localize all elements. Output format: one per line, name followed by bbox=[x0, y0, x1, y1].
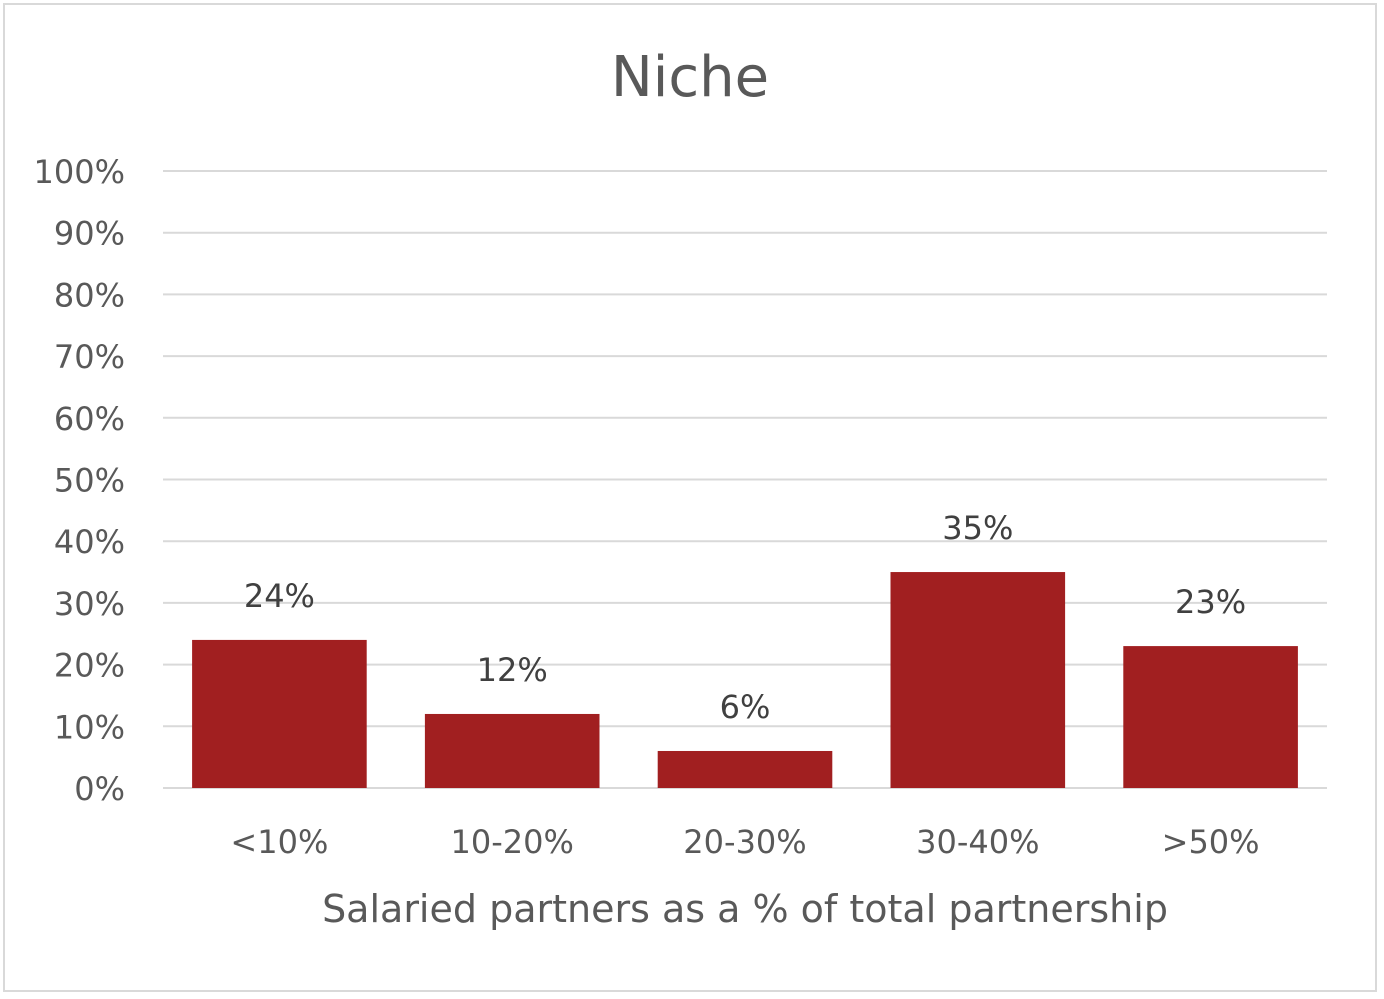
x-tick-label: >50% bbox=[1162, 823, 1260, 861]
bar bbox=[890, 572, 1066, 788]
chart-title: Niche bbox=[611, 45, 769, 110]
y-tick-label: 50% bbox=[54, 462, 125, 500]
y-tick-label: 30% bbox=[54, 585, 125, 623]
chart-frame bbox=[3, 3, 1377, 992]
bar bbox=[1123, 646, 1298, 788]
x-tick-label: 10-20% bbox=[451, 823, 574, 861]
y-tick-label: 0% bbox=[74, 770, 125, 808]
data-label: 24% bbox=[244, 577, 315, 615]
y-tick-label: 80% bbox=[54, 276, 125, 314]
data-labels: 24% 12% 6% 35% 23% bbox=[244, 509, 1246, 726]
y-tick-label: 90% bbox=[54, 215, 125, 253]
bar bbox=[192, 639, 367, 788]
x-axis-title: Salaried partners as a % of total partne… bbox=[322, 887, 1168, 931]
data-label: 35% bbox=[942, 509, 1013, 547]
bar bbox=[657, 750, 833, 788]
data-label: 12% bbox=[477, 651, 548, 689]
x-tick-label: 30-40% bbox=[916, 823, 1039, 861]
y-tick-label: 40% bbox=[54, 523, 125, 561]
x-tick-label: <10% bbox=[230, 823, 328, 861]
bar bbox=[424, 713, 600, 788]
y-tick-label: 20% bbox=[54, 647, 125, 685]
y-tick-label: 100% bbox=[34, 153, 125, 191]
y-tick-label: 10% bbox=[54, 708, 125, 746]
y-tick-label: 60% bbox=[54, 400, 125, 438]
x-axis-ticks: <10% 10-20% 20-30% 30-40% >50% bbox=[230, 823, 1259, 861]
bars bbox=[192, 572, 1298, 788]
data-label: 23% bbox=[1175, 583, 1246, 621]
y-axis-ticks: 0% 10% 20% 30% 40% 50% 60% 70% 80% 90% 100% bbox=[34, 153, 125, 808]
y-tick-label: 70% bbox=[54, 338, 125, 376]
data-label: 6% bbox=[720, 688, 771, 726]
x-tick-label: 20-30% bbox=[683, 823, 806, 861]
